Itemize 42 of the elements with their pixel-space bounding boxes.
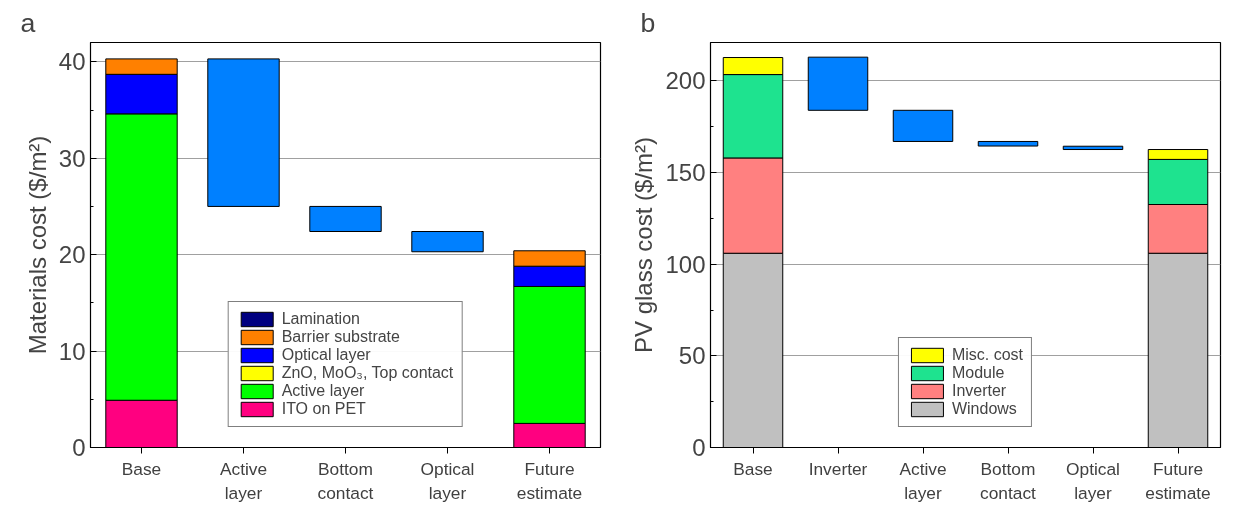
- y-tick-label: 0: [72, 434, 86, 461]
- legend-label: Optical layer: [281, 346, 371, 364]
- y-tick-label: 20: [58, 241, 86, 269]
- x-tick-label: Future estimate: [516, 458, 583, 503]
- bar: [892, 109, 954, 142]
- y-tick-label: 100: [665, 250, 706, 278]
- chart-title: a: [20, 7, 36, 38]
- y-tick-label: 40: [58, 48, 86, 76]
- bar: [411, 231, 484, 253]
- legend-label: ITO on PET: [281, 400, 366, 418]
- legend-label: Barrier substrate: [281, 328, 400, 346]
- y-tick-label: 10: [58, 337, 86, 365]
- bar: [309, 205, 382, 232]
- legend-label: Windows: [951, 400, 1017, 418]
- y-tick-label: 200: [665, 67, 706, 95]
- legend-label: Misc. cost: [951, 346, 1024, 364]
- legend-label: Module: [951, 364, 1005, 382]
- x-tick-label: Bottom contact: [980, 458, 1037, 503]
- x-tick-label: Optical layer: [420, 458, 475, 503]
- x-tick-label: Active layer: [899, 458, 947, 503]
- chart-title: b: [640, 7, 656, 38]
- legend-label: Active layer: [281, 382, 365, 400]
- legend-label: Inverter: [951, 382, 1007, 400]
- legend-label: ZnO, MoO₃, Top contact: [281, 364, 454, 382]
- bar: [1062, 145, 1124, 151]
- legend-label: Lamination: [281, 310, 360, 328]
- y-axis-title: Materials cost ($/m²): [23, 135, 51, 355]
- bar: [207, 58, 280, 207]
- y-tick-label: 0: [692, 434, 706, 461]
- x-tick-label: Active layer: [219, 458, 268, 503]
- x-tick-label: Inverter: [808, 458, 868, 479]
- y-tick-label: 50: [678, 342, 706, 370]
- x-tick-label: Bottom contact: [317, 458, 374, 503]
- bar: [977, 140, 1039, 147]
- x-tick-label: Base: [733, 458, 773, 479]
- x-tick-label: Optical layer: [1066, 458, 1120, 503]
- x-tick-label: Base: [121, 458, 162, 479]
- y-tick-label: 30: [58, 144, 86, 172]
- y-axis-title: PV glass cost ($/m²): [630, 136, 658, 354]
- y-tick-label: 150: [665, 159, 706, 187]
- bar: [807, 56, 869, 111]
- x-tick-label: Future estimate: [1145, 458, 1211, 503]
